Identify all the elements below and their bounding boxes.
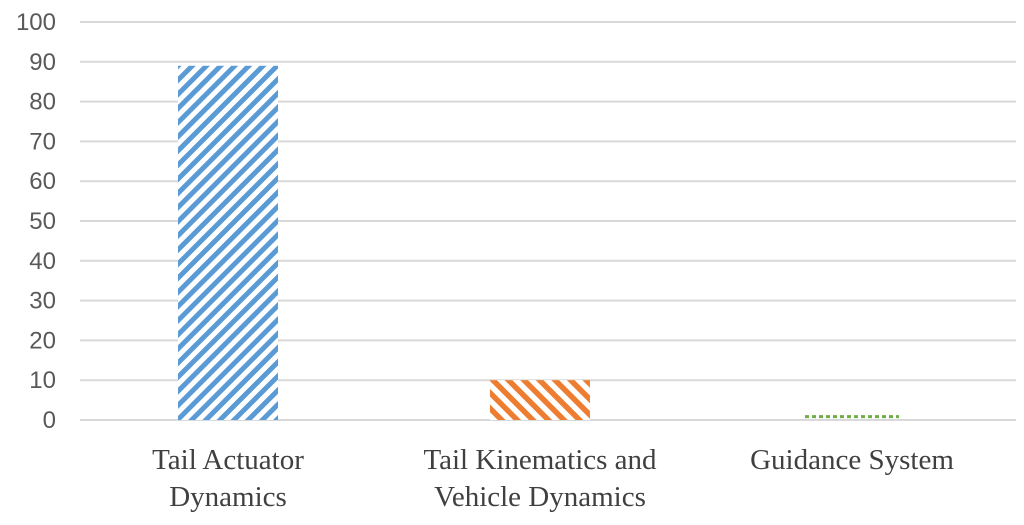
y-tick-label: 70 bbox=[29, 128, 56, 155]
y-tick-label: 40 bbox=[29, 248, 56, 275]
y-tick-label: 10 bbox=[29, 367, 56, 394]
bar bbox=[490, 380, 590, 420]
bar bbox=[178, 65, 278, 420]
y-tick-label: 20 bbox=[29, 327, 56, 354]
y-tick-label: 0 bbox=[43, 407, 56, 434]
x-tick-label: Vehicle Dynamics bbox=[434, 481, 646, 513]
y-axis-tick-labels: 0 10 20 30 40 50 60 70 80 90 100 bbox=[16, 9, 56, 434]
y-tick-label: 30 bbox=[29, 288, 56, 315]
y-tick-label: 60 bbox=[29, 168, 56, 195]
y-tick-label: 100 bbox=[16, 9, 56, 36]
y-tick-label: 90 bbox=[29, 49, 56, 76]
x-tick-label: Tail Actuator bbox=[152, 444, 304, 476]
x-tick-label: Guidance System bbox=[750, 444, 954, 476]
x-tick-label: Tail Kinematics and bbox=[423, 444, 657, 476]
bars bbox=[178, 65, 899, 420]
x-tick-label: Dynamics bbox=[169, 481, 287, 513]
x-axis-tick-labels: Tail Actuator Dynamics Tail Kinematics and… bbox=[152, 444, 954, 513]
y-tick-label: 50 bbox=[29, 208, 56, 235]
y-tick-label: 80 bbox=[29, 89, 56, 116]
